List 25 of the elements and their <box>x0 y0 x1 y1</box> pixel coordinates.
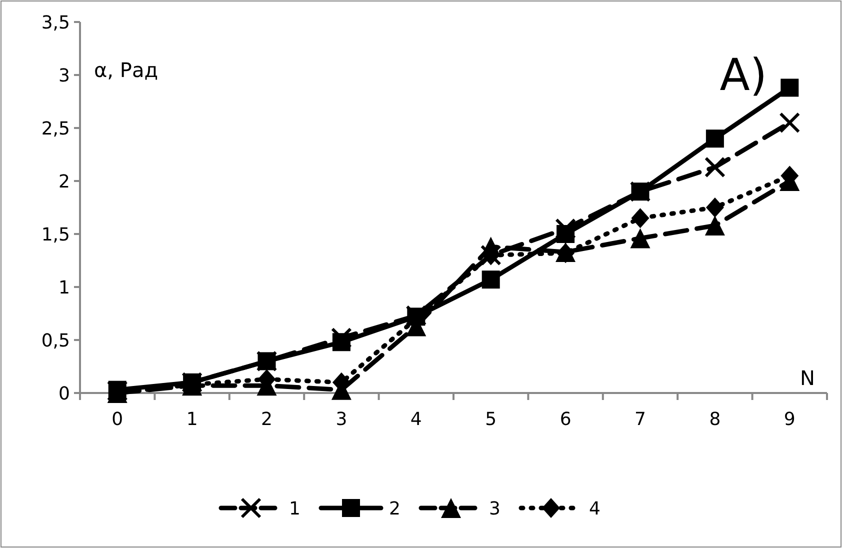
x-tick-label: 2 <box>261 409 272 430</box>
y-tick-label: 1,5 <box>41 224 70 246</box>
x-tick-label: 3 <box>336 409 348 430</box>
y-tick-label: 2,5 <box>41 118 70 140</box>
x-tick-label: 7 <box>634 409 646 430</box>
x-tick-label: 9 <box>784 409 796 430</box>
legend-label: 1 <box>289 498 300 520</box>
y-tick-label: 1 <box>58 277 70 298</box>
y-tick-label: 0 <box>58 383 70 404</box>
x-tick-label: 1 <box>186 409 198 430</box>
y-tick-label: 3,5 <box>41 12 70 34</box>
legend-label: 3 <box>489 498 500 520</box>
legend-label: 4 <box>589 498 600 520</box>
x-tick-label: 6 <box>560 409 572 430</box>
x-tick-label: 0 <box>112 409 124 430</box>
legend-label: 2 <box>389 498 400 520</box>
y-tick-label: 0,5 <box>41 330 70 352</box>
x-tick-label: 5 <box>485 409 497 430</box>
y-tick-label: 3 <box>58 65 70 86</box>
y-axis-title: α, Рад <box>94 58 158 82</box>
x-axis-title: N <box>800 366 815 390</box>
x-tick-label: 8 <box>709 409 721 430</box>
y-tick-label: 2 <box>58 171 70 192</box>
x-tick-label: 4 <box>410 409 422 430</box>
annotation: A) <box>720 50 767 101</box>
